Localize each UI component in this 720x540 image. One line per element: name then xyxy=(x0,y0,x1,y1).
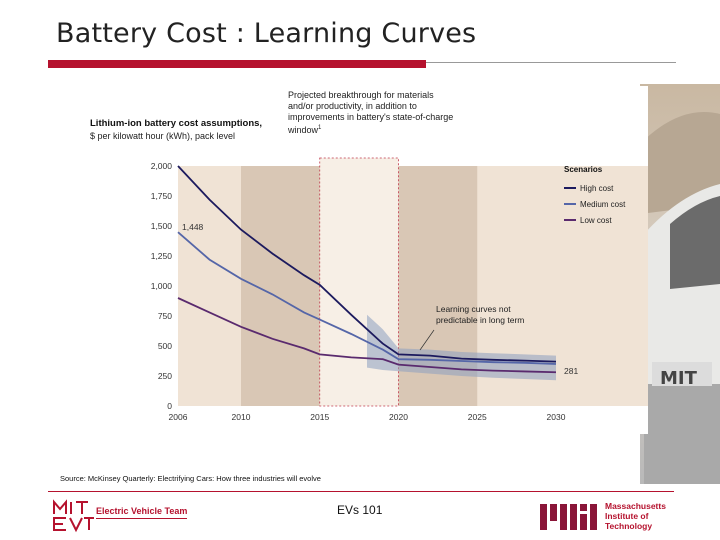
y-tick-label: 2,000 xyxy=(151,161,173,171)
x-tick-label: 2006 xyxy=(169,412,188,422)
series-line-high-cost xyxy=(177,165,557,363)
uncertainty-annotation-line: predictable in long term xyxy=(436,315,524,325)
title-rule-red xyxy=(48,60,426,68)
series-line-medium-cost xyxy=(177,231,557,365)
x-tick-label: 2015 xyxy=(310,412,329,422)
series-line-low-cost xyxy=(177,297,557,374)
mit-evt-logo xyxy=(52,499,94,538)
shaded-period-0 xyxy=(241,166,320,406)
chart-title: Lithium-ion battery cost assumptions, xyxy=(90,118,263,129)
background-photo: MIT xyxy=(640,84,720,484)
mit-name-line-2: Institute of xyxy=(605,511,649,521)
legend-entry: High cost xyxy=(580,184,614,193)
mit-name: Massachusetts Institute of Technology xyxy=(605,501,685,531)
footer-left-label: Electric Vehicle Team xyxy=(96,506,188,519)
start-value-label: 1,448 xyxy=(182,222,204,232)
breakthrough-annotation: Projected breakthrough for materials and… xyxy=(288,90,458,136)
uncertainty-band xyxy=(367,314,556,381)
y-tick-label: 1,250 xyxy=(151,251,173,261)
y-tick-label: 500 xyxy=(158,341,172,351)
footer-center-label: EVs 101 xyxy=(337,503,383,517)
y-tick-label: 750 xyxy=(158,311,172,321)
mit-name-line-1: Massachusetts xyxy=(605,501,666,511)
y-tick-label: 1,750 xyxy=(151,191,173,201)
legend-title: Scenarios xyxy=(564,165,603,174)
uncertainty-annotation: Learning curves not predictable in long t… xyxy=(436,304,524,325)
legend-entry: Low cost xyxy=(580,216,612,225)
mit-name-line-3: Technology xyxy=(605,521,653,531)
mit-logo xyxy=(540,502,600,537)
x-tick-label: 2020 xyxy=(389,412,408,422)
source-citation: Source: McKinsey Quarterly: Electrifying… xyxy=(60,474,321,483)
y-tick-label: 0 xyxy=(167,401,172,411)
end-value-label: 281 xyxy=(564,366,578,376)
x-tick-label: 2010 xyxy=(232,412,251,422)
chart-canvas: 0 250 500 750 1,000 1,250 1,500 1,750 2,000 2006 2… xyxy=(151,157,648,422)
legend-panel xyxy=(556,166,648,406)
y-tick-label: 1,000 xyxy=(151,281,173,291)
x-tick-label: 2030 xyxy=(547,412,566,422)
footer-rule xyxy=(48,491,674,492)
y-tick-label: 1,500 xyxy=(151,221,173,231)
title-rule-gray xyxy=(426,62,676,63)
legend-entry: Medium cost xyxy=(580,200,626,209)
chart-subtitle: $ per kilowatt hour (kWh), pack level xyxy=(90,131,236,141)
x-tick-label: 2025 xyxy=(468,412,487,422)
breakthrough-footnote-marker: 1 xyxy=(318,125,322,131)
slide-title: Battery Cost : Learning Curves xyxy=(56,18,477,49)
battery-cost-chart: 0 250 500 750 1,000 1,250 1,500 1,750 2,000 2006 2… xyxy=(84,86,648,434)
uncertainty-annotation-line: Learning curves not xyxy=(436,304,511,314)
svg-text:MIT: MIT xyxy=(660,368,698,389)
y-tick-label: 250 xyxy=(158,371,172,381)
breakthrough-annotation-text: Projected breakthrough for materials and… xyxy=(288,90,454,135)
uncertainty-pointer xyxy=(419,329,435,351)
